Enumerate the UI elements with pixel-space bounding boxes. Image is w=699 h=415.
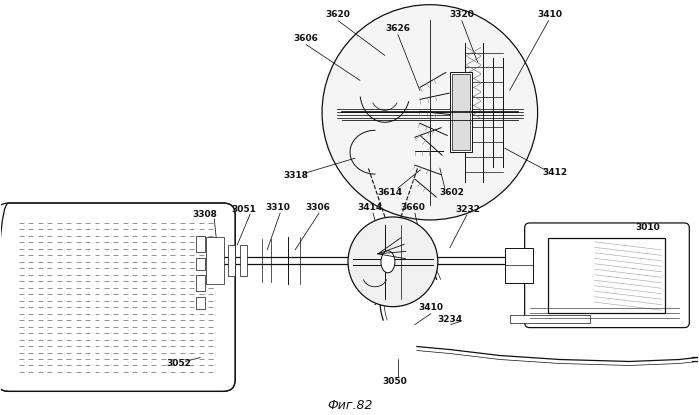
Text: 3010: 3010 <box>635 223 660 232</box>
Text: 3306: 3306 <box>305 203 331 212</box>
Text: 3614: 3614 <box>377 188 403 197</box>
Text: 3320: 3320 <box>449 10 474 19</box>
FancyBboxPatch shape <box>525 223 689 327</box>
Text: 3052: 3052 <box>166 359 191 368</box>
FancyBboxPatch shape <box>0 203 236 391</box>
Text: 3410: 3410 <box>418 303 443 312</box>
Text: 3414: 3414 <box>357 203 382 212</box>
Text: 3318: 3318 <box>284 171 308 180</box>
Text: 3410: 3410 <box>537 10 562 19</box>
Bar <box>196 297 206 309</box>
Bar <box>449 73 472 152</box>
Text: 3606: 3606 <box>294 34 319 43</box>
Text: 3234: 3234 <box>438 315 462 324</box>
Text: Фиг.82: Фиг.82 <box>327 399 373 412</box>
Text: 3626: 3626 <box>385 24 410 33</box>
Bar <box>510 315 589 322</box>
Bar <box>196 236 206 252</box>
Text: 3602: 3602 <box>440 188 464 197</box>
Text: 3660: 3660 <box>401 203 425 212</box>
Text: 3232: 3232 <box>455 205 480 215</box>
Bar <box>196 275 206 291</box>
Bar <box>196 258 206 270</box>
Circle shape <box>322 5 538 220</box>
Bar <box>240 245 247 276</box>
Bar <box>206 237 224 284</box>
Text: 3220: 3220 <box>568 266 598 276</box>
Bar <box>229 245 236 276</box>
Text: 3412: 3412 <box>542 168 567 177</box>
Bar <box>452 74 470 150</box>
Text: 3220: 3220 <box>577 253 602 262</box>
Ellipse shape <box>381 251 395 273</box>
Text: 3020: 3020 <box>609 307 634 316</box>
Circle shape <box>348 217 438 307</box>
Bar <box>505 248 533 283</box>
Text: 3620: 3620 <box>326 10 350 19</box>
Text: 3050: 3050 <box>382 377 408 386</box>
Text: 3308: 3308 <box>193 210 217 220</box>
Text: 3051: 3051 <box>232 205 257 215</box>
Text: 3310: 3310 <box>266 203 291 212</box>
Bar <box>547 238 665 312</box>
